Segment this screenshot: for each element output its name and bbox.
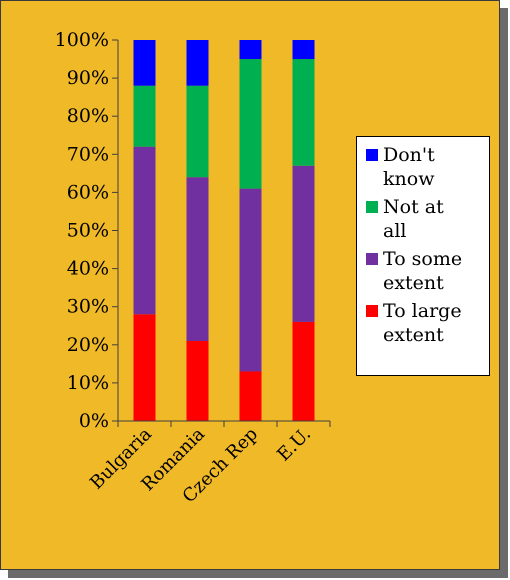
y-tick-label: 100% <box>55 29 109 51</box>
bar-segment-czech-rep-3 <box>239 40 262 60</box>
bar-segment-e-u--0 <box>292 321 315 421</box>
y-tick-label: 60% <box>67 181 109 203</box>
legend-swatch-to-some-extent <box>366 253 378 265</box>
y-tick-label: 50% <box>67 220 109 242</box>
legend-item-to-large-extent: To large extent <box>357 299 489 347</box>
y-tick-label: 70% <box>67 143 109 165</box>
bar-segment-czech-rep-0 <box>239 371 262 421</box>
bar-segment-bulgaria-2 <box>133 85 156 147</box>
bar-segment-bulgaria-0 <box>133 314 156 421</box>
bar-segment-e-u--2 <box>292 59 315 166</box>
legend-label-dont-know-line2: know <box>383 168 435 190</box>
y-tick-label: 90% <box>67 67 109 89</box>
bar-segment-bulgaria-1 <box>133 146 156 315</box>
bar-segment-czech-rep-2 <box>239 59 262 189</box>
legend-swatch-not-at-all <box>366 201 378 213</box>
legend-item-not-at-all: Not at all <box>357 195 489 243</box>
legend-label-to-some-extent-line2: extent <box>383 272 444 294</box>
bar-segment-romania-3 <box>186 40 209 86</box>
y-tick-label: 0% <box>79 410 109 432</box>
y-tick-label: 10% <box>67 372 109 394</box>
legend-item-dont-know: Don't know <box>357 143 489 191</box>
bar-segment-bulgaria-3 <box>133 40 156 86</box>
legend-swatch-dont-know <box>366 149 378 161</box>
y-tick-label: 40% <box>67 258 109 280</box>
legend-label-to-large-extent-line2: extent <box>383 324 444 346</box>
bar-segment-czech-rep-1 <box>239 188 262 372</box>
x-category-label: E.U. <box>273 424 315 466</box>
bar-segment-e-u--1 <box>292 165 315 322</box>
y-tick-label: 20% <box>67 334 109 356</box>
bar-segment-romania-2 <box>186 85 209 178</box>
y-tick-label: 30% <box>67 296 109 318</box>
legend-label-not-at-all-line1: Not at <box>383 196 444 218</box>
bar-segment-romania-0 <box>186 340 209 421</box>
legend-label-dont-know-line1: Don't <box>383 144 435 166</box>
legend-label-to-large-extent-line1: To large <box>383 300 462 322</box>
legend-item-to-some-extent: To some extent <box>357 247 489 295</box>
chart-legend: Don't know Not at all To some extent To … <box>356 136 490 376</box>
legend-label-to-some-extent-line1: To some <box>383 248 463 270</box>
legend-label-not-at-all-line2: all <box>383 220 407 242</box>
bar-segment-romania-1 <box>186 177 209 341</box>
legend-swatch-to-large-extent <box>366 305 378 317</box>
y-tick-label: 80% <box>67 105 109 127</box>
bar-segment-e-u--3 <box>292 40 315 60</box>
